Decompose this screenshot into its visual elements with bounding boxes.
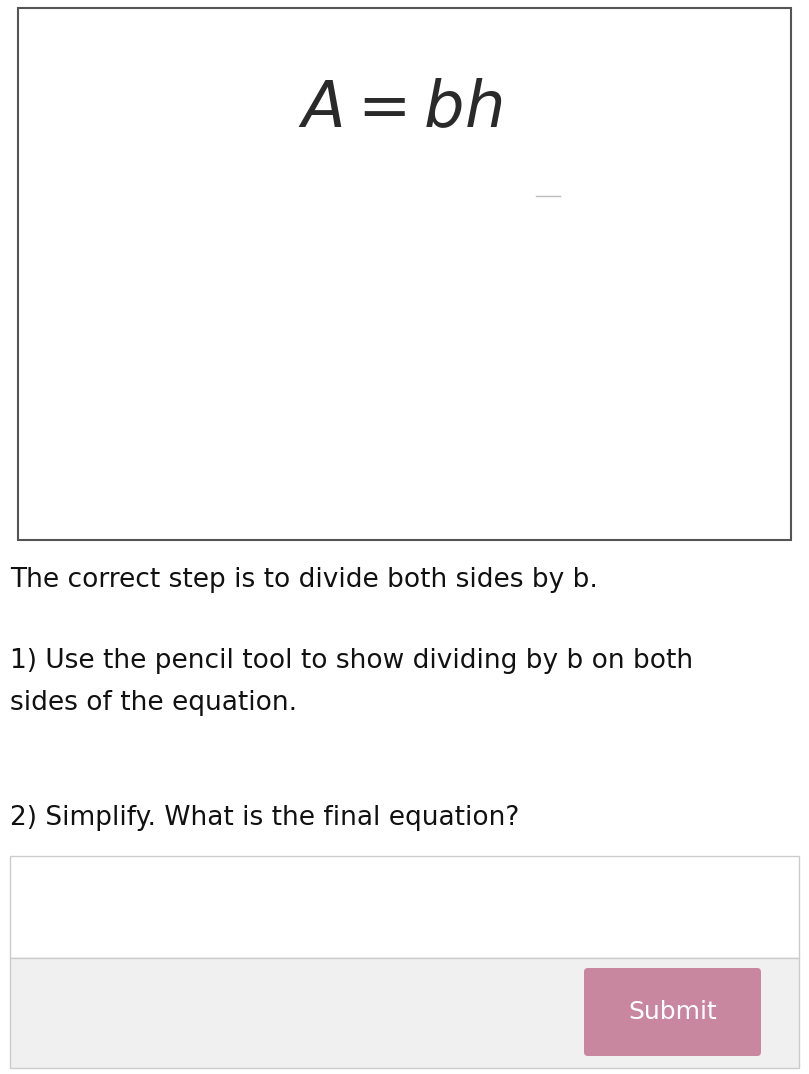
- Text: 1) Use the pencil tool to show dividing by b on both: 1) Use the pencil tool to show dividing …: [10, 648, 693, 674]
- Text: The correct step is to divide both sides by b.: The correct step is to divide both sides…: [10, 567, 598, 593]
- Bar: [10, 958, 799, 1068]
- Text: $A = bh$: $A = bh$: [298, 79, 502, 141]
- Text: Submit: Submit: [628, 1000, 717, 1024]
- Text: sides of the equation.: sides of the equation.: [10, 690, 297, 716]
- Text: 2) Simplify. What is the final equation?: 2) Simplify. What is the final equation?: [10, 806, 519, 831]
- Bar: [10, 856, 799, 958]
- Bar: [18, 8, 791, 540]
- FancyBboxPatch shape: [584, 968, 761, 1056]
